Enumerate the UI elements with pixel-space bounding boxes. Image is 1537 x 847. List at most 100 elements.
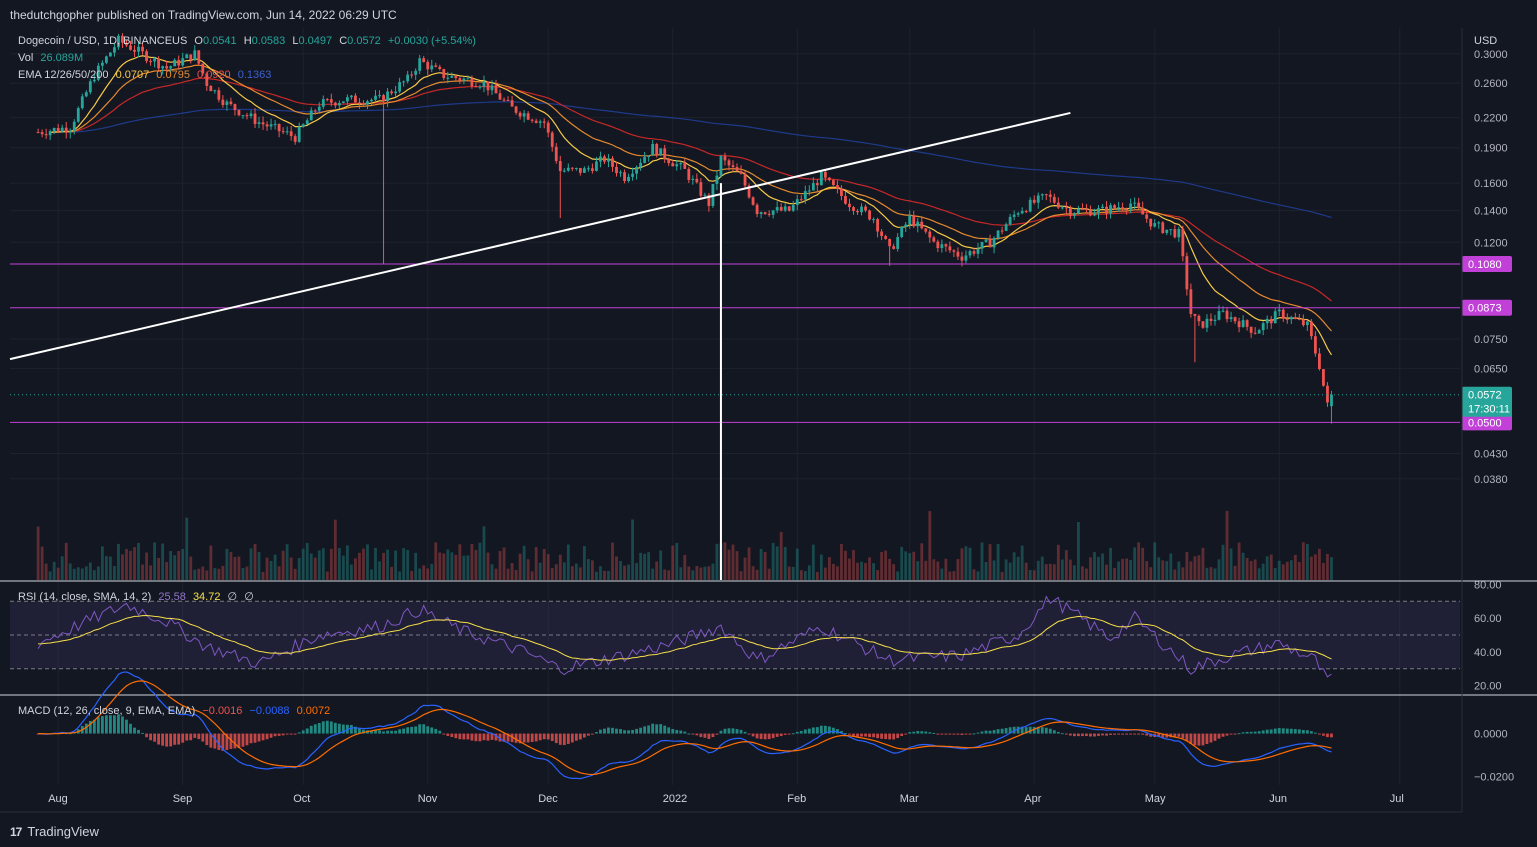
- candle-body: [1237, 321, 1241, 328]
- rsi-line: [37, 595, 1332, 678]
- volume-bar: [422, 565, 426, 580]
- candle-body: [1297, 318, 1301, 320]
- candle-body: [823, 171, 827, 178]
- candle-body: [1048, 194, 1052, 197]
- macd-histogram-bar: [113, 715, 116, 734]
- volume-bar: [269, 560, 273, 580]
- volume-bar: [402, 548, 406, 580]
- ema-label[interactable]: EMA 12/26/50/200: [18, 69, 109, 81]
- rsi-label[interactable]: RSI (14, close, SMA, 14, 2): [18, 591, 152, 603]
- volume-bar: [530, 571, 534, 580]
- volume-bar: [1281, 564, 1285, 580]
- candle-body: [1141, 207, 1145, 215]
- candle-body: [470, 78, 474, 87]
- macd-tick-label: −0.0200: [1474, 771, 1514, 783]
- volume-bar: [88, 562, 92, 580]
- macd-histogram-bar: [980, 731, 984, 734]
- volume-bar: [189, 556, 193, 580]
- macd-histogram-bar: [486, 733, 490, 741]
- footer-brand[interactable]: 17 TradingView: [10, 824, 99, 839]
- candle-body: [36, 132, 40, 134]
- volume-bar: [578, 567, 582, 580]
- candle-body: [141, 46, 144, 52]
- volume-bar: [1121, 558, 1125, 580]
- symbol-label[interactable]: Dogecoin / USD, 1D, BINANCEUS: [18, 35, 188, 47]
- volume-bar: [1093, 552, 1096, 580]
- macd-histogram-bar: [1024, 727, 1028, 734]
- ema12-line: [50, 55, 1333, 356]
- volume-bar: [36, 526, 40, 580]
- candle-body: [281, 131, 285, 133]
- candle-body: [643, 157, 647, 163]
- candle-body: [68, 131, 72, 133]
- macd-histogram-bar: [1229, 733, 1233, 735]
- candle-body: [1129, 203, 1133, 210]
- candle-body: [731, 165, 735, 168]
- macd-histogram-bar: [462, 733, 466, 740]
- volume-bar: [952, 571, 956, 580]
- macd-histogram-bar: [293, 733, 297, 735]
- candle-body: [506, 99, 510, 101]
- macd-histogram-bar: [723, 728, 727, 734]
- macd-histogram-bar: [430, 727, 434, 734]
- volume-bar: [542, 548, 546, 580]
- macd-histogram-bar: [305, 728, 309, 734]
- candle-body: [739, 171, 743, 174]
- volume-bar: [281, 550, 285, 580]
- candle-body: [671, 163, 675, 167]
- candle-body: [1249, 326, 1253, 333]
- candle-body: [430, 65, 434, 70]
- candle-body: [980, 241, 984, 249]
- macd-histogram-bar: [1004, 728, 1008, 734]
- macd-histogram-bar: [418, 724, 422, 734]
- volume-bar: [976, 571, 980, 580]
- macd-label[interactable]: MACD (12, 26, close, 9, EMA, EMA): [18, 705, 196, 717]
- candle-body: [619, 172, 622, 174]
- macd-histogram-bar: [237, 733, 241, 748]
- candle-body: [586, 168, 590, 170]
- candle-body: [876, 219, 879, 232]
- candle-body: [366, 101, 369, 105]
- volume-bar: [695, 565, 699, 580]
- volume-bar: [514, 570, 518, 580]
- candle-body: [880, 231, 884, 237]
- volume-bar: [56, 567, 60, 580]
- candle-body: [1101, 206, 1104, 209]
- volume-bar: [253, 544, 257, 580]
- volume-bar: [1221, 544, 1225, 580]
- volume-bar: [1173, 569, 1177, 580]
- macd-histogram-bar: [398, 729, 402, 734]
- volume-bar: [1149, 567, 1153, 580]
- candle-body: [852, 207, 855, 211]
- volume-bar: [362, 548, 365, 580]
- macd-histogram-bar: [470, 733, 474, 741]
- price-tick-label: 0.0430: [1474, 448, 1508, 460]
- volume-bar: [261, 571, 265, 580]
- volume-bar: [619, 560, 622, 580]
- ema200-value: 0.1363: [237, 69, 272, 81]
- volume-bar: [840, 544, 843, 580]
- candle-body: [1217, 311, 1221, 320]
- candle-body: [221, 99, 225, 105]
- macd-histogram-bar: [795, 731, 799, 734]
- candle-body: [928, 231, 932, 238]
- support-level-label: 0.1080: [1468, 259, 1502, 271]
- candle-body: [72, 121, 76, 132]
- volume-bar: [1253, 559, 1257, 580]
- candle-body: [723, 156, 727, 161]
- volume-bar: [1129, 560, 1133, 580]
- ema26-value: 0.0795: [156, 69, 190, 81]
- support-level-tag: [1462, 414, 1512, 431]
- volume-bar: [1330, 557, 1333, 580]
- volume-bar: [912, 551, 916, 580]
- volume-label[interactable]: Vol: [18, 52, 34, 64]
- macd-histogram-bar: [189, 733, 193, 741]
- candle-body: [169, 66, 173, 69]
- macd-histogram-bar: [297, 732, 301, 734]
- volume-bar: [1313, 554, 1317, 580]
- volume-bars: [36, 510, 1333, 580]
- macd-histogram-bar: [703, 733, 707, 738]
- volume-bar: [988, 544, 992, 580]
- macd-histogram-bar: [1245, 731, 1249, 734]
